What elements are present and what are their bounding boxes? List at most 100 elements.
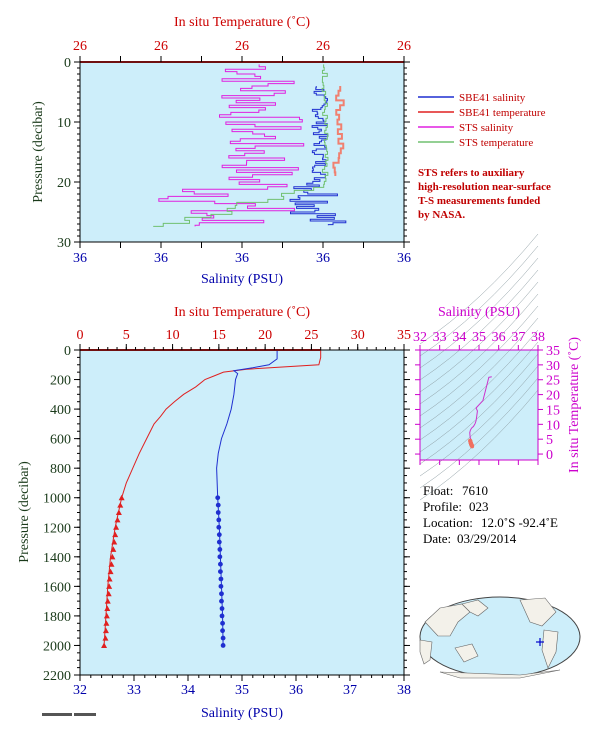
main-pressure-tick-label: 1000: [43, 492, 71, 507]
sts-note-line-2: high-resolution near-surface: [418, 181, 551, 193]
main-salinity-axis-title: Salinity (PSU): [201, 706, 283, 721]
ts-profile-marker: [470, 444, 475, 449]
date-value: 03/29/2014: [457, 531, 517, 546]
main-pressure-tick-label: 0: [64, 344, 71, 359]
ts-salinity-axis-title: Salinity (PSU): [438, 305, 520, 320]
main-salinity-marker: [215, 510, 221, 515]
ts-density-contour: [419, 353, 539, 465]
ts-density-contour: [419, 305, 539, 417]
main-traces: [80, 349, 322, 648]
world-map: [419, 596, 581, 679]
top-temp-tick-label: 26: [316, 39, 330, 54]
main-salinity-marker: [217, 554, 223, 560]
location-value: 12.0˚S -92.4˚E: [481, 515, 558, 530]
top-sts-salinity-line: [158, 64, 305, 227]
main-temp-tick-label: 30: [351, 328, 365, 343]
legend-label-sts-salinity: STS salinity: [459, 122, 514, 134]
top-traces: [153, 64, 347, 227]
main-temperature-marker: [104, 605, 111, 612]
main-pressure-tick-label: 1200: [43, 521, 71, 536]
ts-temp-tick-label: 30: [546, 359, 560, 374]
top-salinity-axis-title: Salinity (PSU): [201, 272, 283, 287]
main-temp-tick-label: 10: [166, 328, 180, 343]
main-temperature-marker: [113, 524, 120, 530]
main-temperature-marker: [108, 561, 115, 567]
legend-label-sts-temperature: STS temperature: [459, 137, 533, 149]
float-label: Float:: [423, 483, 453, 498]
main-temperature-marker: [104, 598, 111, 604]
ts-salinity-tick-label: 34: [452, 330, 466, 345]
main-temperature-marker: [117, 502, 124, 508]
top-pressure-tick-label: 20: [57, 176, 71, 191]
main-temperature-marker: [118, 494, 125, 501]
main-axes: 32 33 34 35 36 37 38 0 5 10 15 20 25 30 35 0 200 400 600 80…: [43, 328, 411, 698]
top-sbe41-temperature-line: [332, 86, 345, 176]
ts-density-contour: [419, 233, 539, 345]
main-temperature-marker: [112, 531, 119, 538]
main-temperature-marker: [114, 516, 121, 523]
main-salinity-marker: [219, 606, 225, 611]
main-pressure-tick-label: 600: [50, 433, 71, 448]
main-pressure-tick-label: 2000: [43, 639, 71, 654]
main-salinity-marker: [215, 495, 221, 501]
main-salinity-tick-label: 38: [397, 683, 411, 698]
main-plot-area: [80, 350, 404, 675]
top-legend: SBE41 salinity SBE41 temperature STS sal…: [418, 92, 546, 149]
ts-salinity-tick-label: 33: [433, 330, 447, 345]
float-location-marker: [536, 638, 544, 646]
top-salinity-tick-label: 36: [73, 251, 87, 266]
ts-salinity-tick-label: 32: [413, 330, 427, 345]
main-temperature-marker: [115, 509, 122, 515]
main-salinity-marker: [218, 569, 223, 574]
main-salinity-marker: [216, 532, 222, 538]
main-temperature-marker: [106, 575, 113, 582]
ts-density-contour: [419, 245, 539, 357]
ts-salinity-tick-label: 35: [472, 330, 486, 345]
main-pressure-tick-label: 200: [50, 374, 71, 389]
main-salinity-tick-label: 36: [289, 683, 303, 698]
ts-temp-tick-label: 25: [546, 374, 560, 389]
main-salinity-marker: [219, 613, 225, 619]
legend-label-sbe41-temperature: SBE41 temperature: [459, 107, 546, 119]
float-value: 7610: [462, 483, 488, 498]
ts-temp-tick-label: 20: [546, 389, 560, 404]
main-temperature-marker: [111, 539, 118, 545]
main-salinity-tick-label: 35: [235, 683, 249, 698]
main-pressure-tick-label: 2200: [43, 669, 71, 684]
ts-density-contour: [419, 329, 539, 441]
map-landmass-antarctica: [439, 669, 561, 679]
main-temp-tick-label: 0: [77, 328, 84, 343]
ts-temp-tick-label: 35: [546, 344, 560, 359]
main-salinity-tick-label: 34: [181, 683, 195, 698]
ts-salinity-tick-label: 38: [531, 330, 545, 345]
main-temperature-marker: [103, 620, 110, 626]
top-temp-axis-title: In situ Temperature (˚C): [174, 15, 310, 30]
ts-temp-tick-label: 5: [546, 433, 553, 448]
main-salinity-marker: [216, 539, 222, 545]
main-temp-tick-label: 5: [123, 328, 130, 343]
top-salinity-tick-label: 36: [154, 251, 168, 266]
main-pressure-tick-label: 400: [50, 403, 71, 418]
main-salinity-marker: [220, 628, 225, 634]
footer-stamp: [42, 713, 96, 716]
ts-density-contour: [419, 293, 539, 405]
main-temp-axis-title: In situ Temperature (˚C): [174, 305, 310, 320]
ts-traces: [419, 233, 539, 501]
top-plot-area: [80, 62, 404, 242]
ts-salinity-tick-label: 36: [492, 330, 506, 345]
main-pressure-tick-label: 1600: [43, 580, 71, 595]
main-salinity-marker: [220, 620, 225, 626]
main-temp-tick-label: 25: [304, 328, 318, 343]
main-temp-tick-label: 15: [212, 328, 226, 343]
top-temp-tick-label: 26: [235, 39, 249, 54]
main-pressure-tick-label: 1400: [43, 551, 71, 566]
map-landmass-africa: [419, 639, 433, 665]
ts-density-contour: [419, 365, 539, 477]
sts-note-line-3: T-S measurements funded: [418, 195, 540, 207]
sts-note-line-4: by NASA.: [418, 209, 465, 221]
map-landmass-asia: [424, 603, 471, 637]
